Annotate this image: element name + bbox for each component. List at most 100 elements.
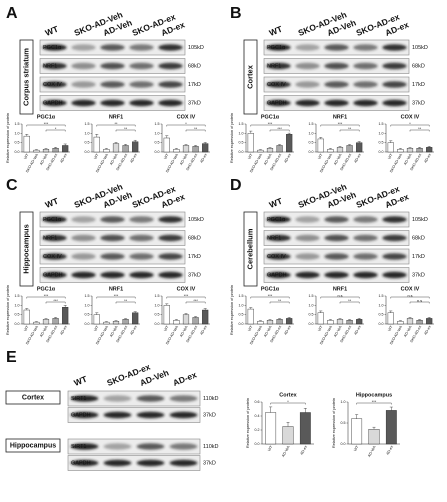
blot-band (70, 459, 99, 467)
bar (276, 145, 283, 153)
y-tick-label: 1.0 (15, 303, 20, 307)
blot-band (129, 62, 154, 70)
protein-label: COX IV (43, 82, 62, 88)
y-axis-label: Relative expression of protein (230, 285, 234, 335)
blot-band (42, 253, 67, 260)
significance-bracket (166, 296, 206, 299)
significance-label: n.s (417, 299, 422, 303)
significance-bracket (390, 124, 430, 127)
y-tick-label: 0.0 (309, 150, 314, 154)
x-tick-label: AD-ex (199, 325, 208, 336)
bar (257, 321, 264, 325)
significance-bracket (166, 124, 206, 127)
bar (299, 412, 311, 445)
bar (416, 320, 423, 325)
significance-label: ** (418, 127, 421, 131)
significance-label: *** (268, 294, 273, 298)
bar (257, 149, 264, 153)
blot-strip (67, 390, 201, 407)
size-label: 37kD (203, 412, 216, 418)
y-tick-label: 0.5 (239, 313, 244, 317)
protein-label: NRF1 (267, 63, 281, 69)
bar (192, 146, 199, 153)
bar (33, 149, 40, 153)
y-tick-label: 1.5 (309, 294, 314, 298)
bar (173, 148, 180, 153)
blot-band (353, 44, 378, 51)
region-label: Hippocampus (10, 442, 56, 449)
significance-label: * (287, 400, 289, 404)
blot-band (129, 99, 154, 107)
blot-band (158, 99, 183, 107)
x-tick-label: WT (163, 324, 170, 332)
significance-bracket (115, 129, 136, 132)
blot-band (158, 216, 183, 223)
bar (52, 148, 59, 153)
blot-band (382, 216, 407, 223)
y-tick-label: 0.5 (155, 313, 160, 317)
blot-band (42, 99, 67, 107)
blot-band (70, 443, 99, 450)
blot-band (266, 44, 291, 51)
panel-letter: D (230, 177, 242, 194)
blot-band (100, 253, 125, 260)
protein-label: PGC1α (267, 45, 286, 51)
size-label: 37kD (412, 272, 425, 278)
bar (112, 321, 120, 325)
blot-band (136, 459, 165, 467)
significance-bracket (96, 296, 136, 299)
blot-band (169, 459, 198, 467)
bar (368, 429, 380, 445)
blot-strip (67, 438, 201, 455)
blot-band (353, 62, 378, 70)
bar (327, 148, 334, 153)
blot-band (266, 271, 291, 279)
blot-band (103, 459, 132, 467)
x-tick-label: AD-ex (129, 153, 138, 164)
chart-title: NRF1 (333, 114, 347, 120)
blot-band (324, 62, 349, 70)
significance-bracket (320, 124, 360, 127)
significance-bracket (269, 301, 290, 304)
blot-band (382, 81, 407, 88)
bar (426, 318, 433, 325)
significance-bracket (250, 124, 290, 127)
blot-band (42, 216, 67, 223)
region-box (19, 211, 34, 287)
x-tick-label: WT (93, 324, 100, 332)
x-tick-label: WT (247, 324, 254, 332)
y-tick-label: 1.0 (239, 131, 244, 135)
bar (406, 148, 414, 153)
protein-label: GAPDH (43, 100, 63, 106)
size-label: 37kD (412, 100, 425, 106)
blot-band (42, 44, 67, 51)
significance-bracket (339, 129, 360, 132)
blot-band (382, 253, 407, 260)
y-tick-label: 1.0 (341, 400, 346, 404)
chart-title: NRF1 (109, 114, 123, 120)
x-tick-label: WT (387, 324, 394, 332)
panel-letter: B (230, 5, 242, 22)
size-label: 105kD (188, 217, 204, 223)
blot-band (353, 271, 378, 279)
x-tick-label: AD-ex (300, 445, 309, 456)
significance-bracket (409, 301, 430, 304)
x-tick-label: AD-ex (59, 325, 68, 336)
protein-label: NRF1 (43, 63, 57, 69)
bar (416, 148, 423, 153)
y-tick-label: 0.5 (15, 313, 20, 317)
blot-band (266, 253, 291, 260)
bar (346, 145, 353, 153)
chart-title: COX IV (401, 286, 420, 292)
blot-band (382, 44, 407, 51)
bar (247, 133, 254, 153)
blot-band (158, 271, 183, 279)
chart-title: Hippocampus (356, 392, 392, 398)
blot-band (295, 99, 320, 107)
size-label: 37kD (203, 460, 216, 466)
bar (182, 145, 190, 153)
size-label: 17kD (412, 82, 425, 88)
chart-title: COX IV (401, 114, 420, 120)
y-tick-label: 0.5 (379, 313, 384, 317)
